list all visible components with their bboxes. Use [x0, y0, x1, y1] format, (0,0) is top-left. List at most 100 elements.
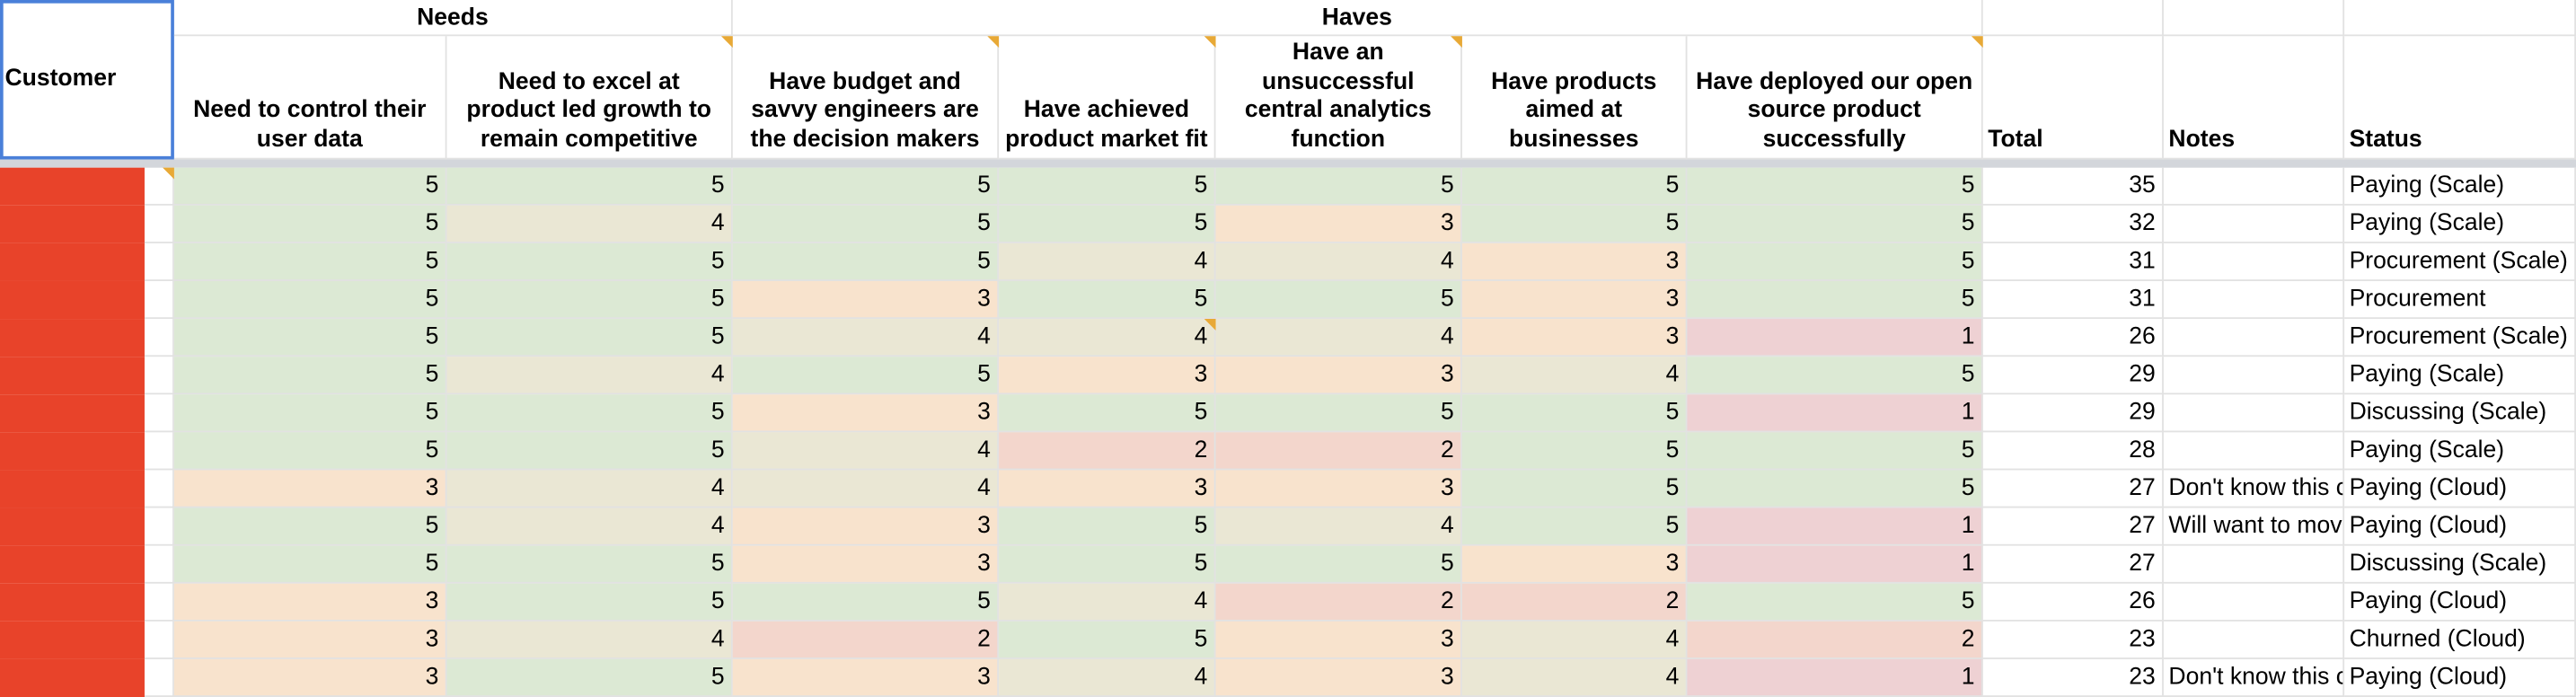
customer-header[interactable]: Customer: [0, 0, 174, 160]
score-cell[interactable]: 3: [999, 357, 1216, 395]
total-cell[interactable]: 27: [1982, 545, 2164, 584]
notes-cell[interactable]: [2163, 205, 2345, 243]
score-cell[interactable]: 4: [999, 319, 1216, 357]
empty-cell[interactable]: [144, 357, 174, 395]
redacted-customer[interactable]: [0, 357, 145, 395]
score-cell[interactable]: 4: [1215, 243, 1462, 281]
score-cell[interactable]: 3: [732, 545, 1000, 584]
redacted-customer[interactable]: [0, 205, 145, 243]
score-cell[interactable]: 4: [732, 470, 1000, 508]
score-cell[interactable]: 4: [446, 470, 733, 508]
status-cell[interactable]: Paying (Cloud): [2344, 507, 2576, 546]
score-cell[interactable]: 3: [732, 658, 1000, 697]
comment-marker[interactable]: [987, 36, 1000, 49]
column-header[interactable]: Have budget and savvy engineers are the …: [732, 36, 1000, 160]
empty-cell[interactable]: [2344, 0, 2576, 37]
score-cell[interactable]: 4: [732, 319, 1000, 357]
score-cell[interactable]: 3: [1215, 621, 1462, 659]
status-cell[interactable]: Paying (Scale): [2344, 205, 2576, 243]
score-cell[interactable]: 5: [173, 394, 447, 433]
empty-cell[interactable]: [144, 583, 174, 622]
score-cell[interactable]: 5: [446, 394, 733, 433]
score-cell[interactable]: 3: [1215, 470, 1462, 508]
score-cell[interactable]: 5: [446, 243, 733, 281]
score-cell[interactable]: 5: [1215, 167, 1462, 206]
score-cell[interactable]: 1: [1687, 545, 1983, 584]
score-cell[interactable]: 2: [1215, 583, 1462, 622]
score-cell[interactable]: 4: [1215, 319, 1462, 357]
score-cell[interactable]: 5: [446, 658, 733, 697]
score-cell[interactable]: 2: [1215, 432, 1462, 471]
score-cell[interactable]: 5: [1215, 545, 1462, 584]
score-cell[interactable]: 5: [1687, 470, 1983, 508]
total-cell[interactable]: 29: [1982, 357, 2164, 395]
empty-cell[interactable]: [144, 394, 174, 433]
total-cell[interactable]: 32: [1982, 205, 2164, 243]
score-cell[interactable]: 5: [173, 507, 447, 546]
score-cell[interactable]: 5: [1687, 432, 1983, 471]
score-cell[interactable]: 3: [1215, 357, 1462, 395]
score-cell[interactable]: 4: [446, 205, 733, 243]
score-cell[interactable]: 5: [732, 167, 1000, 206]
score-cell[interactable]: 3: [1461, 280, 1688, 320]
score-cell[interactable]: 5: [999, 621, 1216, 659]
empty-cell[interactable]: [144, 507, 174, 546]
score-cell[interactable]: 5: [999, 167, 1216, 206]
score-cell[interactable]: 3: [732, 507, 1000, 546]
empty-cell[interactable]: [144, 432, 174, 471]
score-cell[interactable]: 5: [1687, 357, 1983, 395]
column-header[interactable]: Have deployed our open source product su…: [1687, 36, 1983, 160]
notes-cell[interactable]: [2163, 432, 2345, 471]
score-cell[interactable]: 4: [446, 357, 733, 395]
score-cell[interactable]: 1: [1687, 507, 1983, 546]
redacted-customer[interactable]: [0, 280, 145, 320]
empty-cell[interactable]: [144, 243, 174, 281]
score-cell[interactable]: 1: [1687, 658, 1983, 697]
redacted-customer[interactable]: [0, 658, 145, 697]
score-cell[interactable]: 5: [173, 243, 447, 281]
empty-cell[interactable]: [144, 280, 174, 320]
comment-marker[interactable]: [1451, 36, 1462, 49]
score-cell[interactable]: 5: [446, 319, 733, 357]
score-cell[interactable]: 5: [1687, 243, 1983, 281]
score-cell[interactable]: 5: [1687, 167, 1983, 206]
score-cell[interactable]: 3: [732, 394, 1000, 433]
score-cell[interactable]: 5: [732, 205, 1000, 243]
score-cell[interactable]: 3: [173, 658, 447, 697]
total-cell[interactable]: 23: [1982, 621, 2164, 659]
score-cell[interactable]: 5: [446, 583, 733, 622]
redacted-customer[interactable]: [0, 507, 145, 546]
notes-cell[interactable]: [2163, 583, 2345, 622]
score-cell[interactable]: 5: [446, 545, 733, 584]
status-cell[interactable]: Paying (Scale): [2344, 167, 2576, 206]
status-cell[interactable]: Paying (Cloud): [2344, 470, 2576, 508]
column-header[interactable]: Need to control their user data: [173, 36, 447, 160]
score-cell[interactable]: 4: [732, 432, 1000, 471]
score-cell[interactable]: 5: [173, 357, 447, 395]
score-cell[interactable]: 5: [1461, 470, 1688, 508]
score-cell[interactable]: 5: [173, 319, 447, 357]
redacted-customer[interactable]: [0, 167, 145, 206]
score-cell[interactable]: 5: [1461, 432, 1688, 471]
notes-cell[interactable]: [2163, 357, 2345, 395]
score-cell[interactable]: 3: [1215, 205, 1462, 243]
score-cell[interactable]: 3: [173, 583, 447, 622]
score-cell[interactable]: 5: [446, 432, 733, 471]
score-cell[interactable]: 5: [1687, 583, 1983, 622]
status-cell[interactable]: Churned (Cloud): [2344, 621, 2576, 659]
score-cell[interactable]: 5: [999, 545, 1216, 584]
total-cell[interactable]: 31: [1982, 243, 2164, 281]
notes-cell[interactable]: [2163, 545, 2345, 584]
score-cell[interactable]: 4: [1461, 658, 1688, 697]
empty-cell[interactable]: [2163, 0, 2345, 37]
notes-cell[interactable]: [2163, 243, 2345, 281]
score-cell[interactable]: 5: [1215, 394, 1462, 433]
score-cell[interactable]: 5: [1687, 280, 1983, 320]
notes-cell[interactable]: [2163, 167, 2345, 206]
score-cell[interactable]: 5: [1215, 280, 1462, 320]
status-cell[interactable]: Procurement (Scale): [2344, 319, 2576, 357]
score-cell[interactable]: 3: [173, 621, 447, 659]
score-cell[interactable]: 5: [732, 583, 1000, 622]
comment-marker[interactable]: [163, 167, 174, 180]
score-cell[interactable]: 5: [1461, 507, 1688, 546]
